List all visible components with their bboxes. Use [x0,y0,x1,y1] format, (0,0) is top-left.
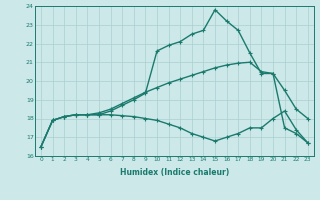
X-axis label: Humidex (Indice chaleur): Humidex (Indice chaleur) [120,168,229,177]
